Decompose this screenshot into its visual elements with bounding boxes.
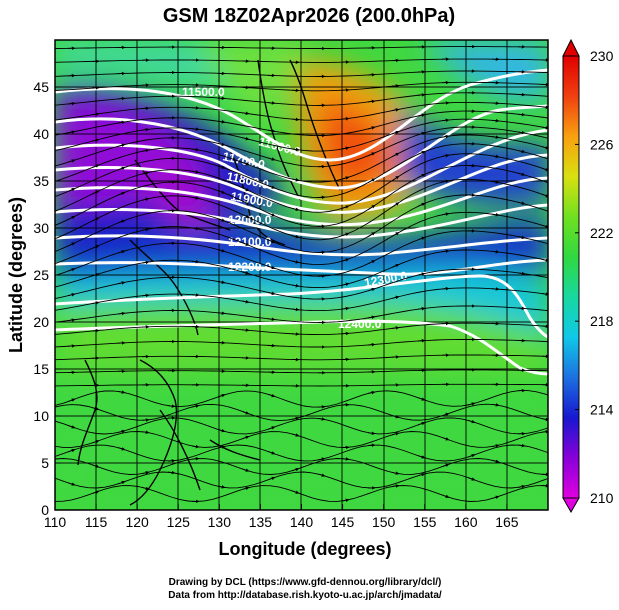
credit-line-2: Data from http://database.rish.kyoto-u.a… <box>168 590 442 601</box>
y-tick-label: 45 <box>33 79 49 95</box>
wind-arrow <box>92 330 99 331</box>
y-axis-label: Latitude (degrees) <box>6 197 26 353</box>
x-tick-label: 160 <box>454 514 478 530</box>
wind-arrow <box>218 98 225 99</box>
map-title: GSM 18Z02Apr2026 (200.0hPa) <box>163 5 455 27</box>
colorbar-max-arrow <box>563 40 579 56</box>
y-tick-label: 15 <box>33 361 49 377</box>
credit-line-1: Drawing by DCL (https://www.gfd-dennou.o… <box>169 577 442 588</box>
x-tick-label: 125 <box>167 514 191 530</box>
y-tick-label: 0 <box>41 502 49 518</box>
wind-arrow <box>368 344 375 345</box>
wind-arrow <box>92 88 99 89</box>
y-tick-label: 20 <box>33 314 49 330</box>
wind-arrow <box>418 341 425 342</box>
y-tick-label: 25 <box>33 267 49 283</box>
y-tick-label: 35 <box>33 173 49 189</box>
y-tick-label: 40 <box>33 126 49 142</box>
wind-arrow <box>292 119 299 120</box>
colorbar-body <box>563 56 579 498</box>
x-tick-label: 145 <box>331 514 355 530</box>
colorbar-tick-label: 226 <box>590 136 614 152</box>
wind-arrow <box>192 295 199 296</box>
contour-label: 12100.0 <box>228 235 272 249</box>
y-tick-label: 5 <box>41 455 49 471</box>
wind-arrow <box>368 445 375 446</box>
x-tick-label: 140 <box>290 514 314 530</box>
x-axis-label: Longitude (degrees) <box>218 539 391 559</box>
x-tick-label: 120 <box>125 514 149 530</box>
colorbar-tick-label: 210 <box>590 490 614 506</box>
y-tick-label: 10 <box>33 408 49 424</box>
x-tick-label: 155 <box>413 514 437 530</box>
contour-label: 12200.0 <box>228 260 272 274</box>
colorbar-tick-label: 230 <box>590 48 614 64</box>
plot-area: 11500.0 11600.0 11700.0 11800.0 11900.0 … <box>55 40 553 510</box>
wind-arrow <box>442 288 449 289</box>
colorbar-ticks: 210 214 218 222 226 230 <box>575 48 614 506</box>
colorbar-tick-label: 214 <box>590 402 614 418</box>
wind-arrow <box>242 330 249 331</box>
colorbar-tick-label: 222 <box>590 225 614 241</box>
wind-arrow <box>192 459 199 460</box>
x-tick-label: 165 <box>495 514 519 530</box>
y-tick-label: 30 <box>33 220 49 236</box>
x-tick-label: 135 <box>249 514 273 530</box>
x-tick-label: 115 <box>85 514 108 530</box>
wind-arrow <box>342 333 349 334</box>
x-tick-label: 150 <box>372 514 396 530</box>
wind-arrow <box>318 407 325 408</box>
colorbar-tick-label: 218 <box>590 313 614 329</box>
wind-arrow <box>392 86 399 87</box>
wind-arrow <box>118 98 125 99</box>
wind-arrow <box>492 289 499 290</box>
wind-arrow <box>142 420 149 421</box>
wind-arrow <box>268 103 275 104</box>
x-tick-label: 130 <box>208 514 232 530</box>
colorbar-min-arrow <box>563 498 579 512</box>
wind-arrow <box>518 308 525 309</box>
colorbar: 210 214 218 222 226 230 <box>563 40 614 512</box>
wind-arrow <box>142 108 149 109</box>
wind-arrow <box>242 87 249 88</box>
